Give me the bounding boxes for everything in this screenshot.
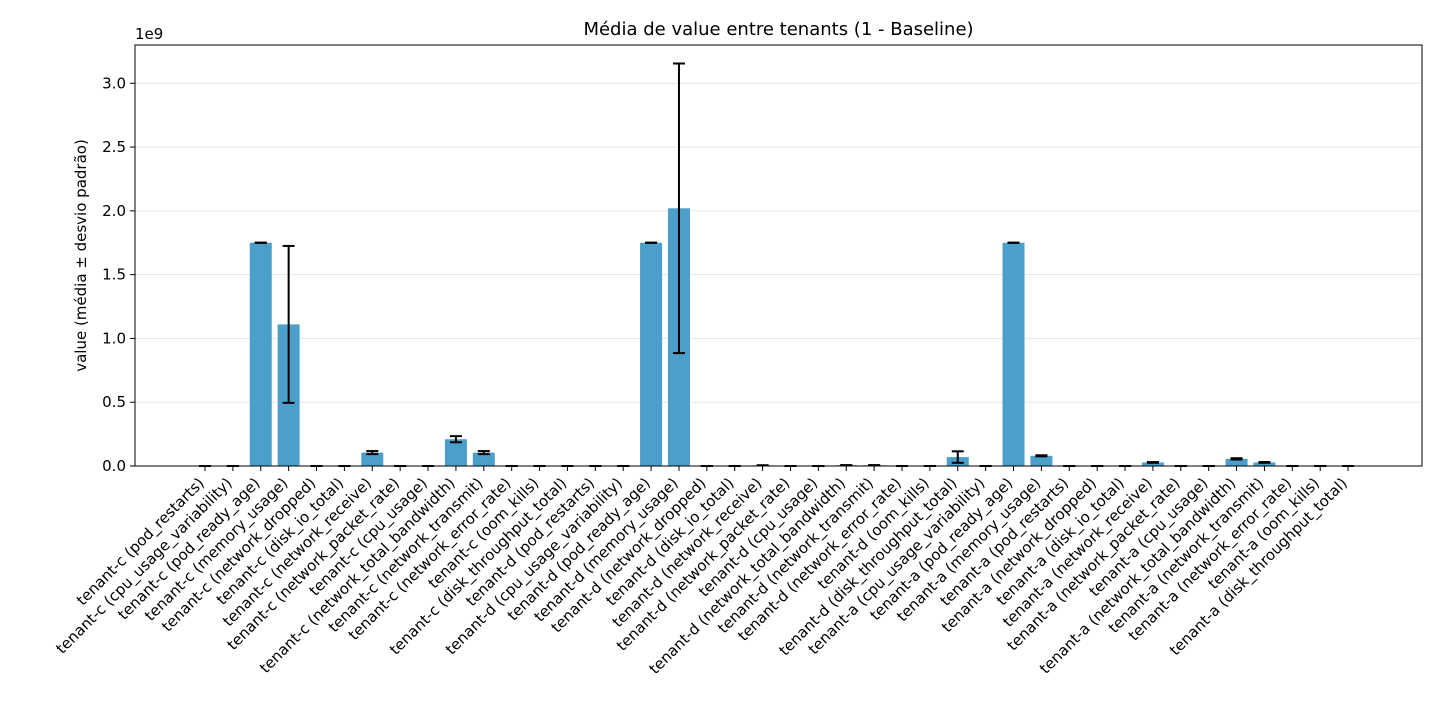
y-tick-label: 1.5 bbox=[102, 266, 126, 284]
y-tick-label: 2.5 bbox=[102, 138, 126, 156]
y-tick-label: 1.0 bbox=[102, 329, 126, 347]
y-tick-label: 3.0 bbox=[102, 74, 126, 92]
y-tick-label: 2.0 bbox=[102, 202, 126, 220]
bar bbox=[472, 452, 495, 466]
bar bbox=[1002, 242, 1025, 466]
chart-title: Média de value entre tenants (1 - Baseli… bbox=[583, 19, 973, 40]
bar bbox=[1225, 458, 1248, 466]
bar bbox=[1030, 455, 1053, 466]
bar bbox=[361, 452, 384, 466]
y-gridlines bbox=[135, 82, 1422, 403]
x-axis: tenant-c (pod_restarts)tenant-c (cpu_usa… bbox=[52, 466, 1352, 678]
bar bbox=[1253, 462, 1276, 466]
bar bbox=[249, 242, 272, 466]
y-tick-label: 0.5 bbox=[102, 393, 126, 411]
bars-group bbox=[249, 208, 1276, 466]
bar bbox=[640, 242, 663, 466]
plot-frame bbox=[134, 44, 1423, 467]
y-axis: 0.0 0.5 1.0 1.5 2.0 2.5 3.0 bbox=[102, 74, 135, 475]
y-tick-label: 0.0 bbox=[102, 457, 126, 475]
y-axis-offset-label: 1e9 bbox=[135, 25, 163, 43]
bar bbox=[1141, 462, 1164, 466]
y-axis-label: value (média ± desvio padrão) bbox=[72, 139, 90, 372]
bar bbox=[444, 439, 467, 466]
